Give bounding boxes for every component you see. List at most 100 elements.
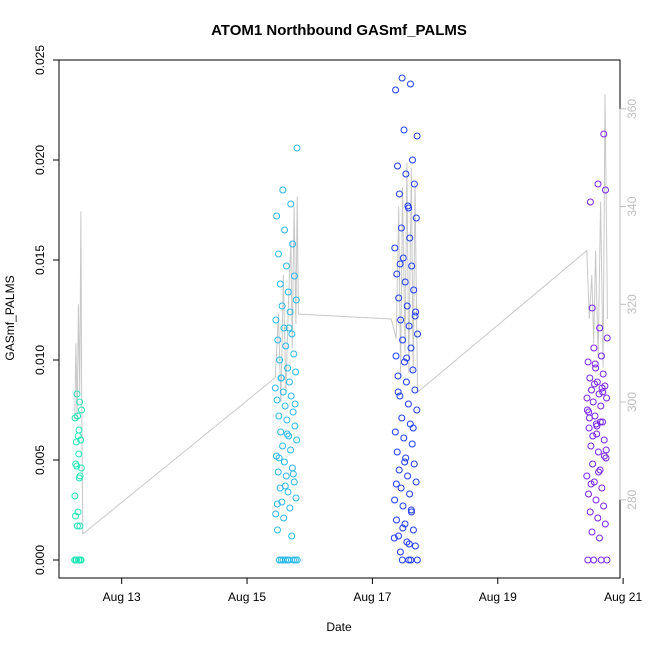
data-point <box>413 132 421 140</box>
data-point <box>293 436 301 444</box>
data-point <box>402 454 410 462</box>
data-point <box>280 514 288 522</box>
data-point <box>595 390 603 398</box>
data-point <box>407 80 414 88</box>
data-point <box>595 468 603 476</box>
data-point <box>273 396 281 404</box>
data-point <box>395 532 402 540</box>
data-point <box>402 170 410 178</box>
data-point <box>411 312 419 320</box>
data-point <box>400 126 408 134</box>
data-point <box>600 502 608 510</box>
data-point <box>403 354 411 362</box>
data-point <box>403 302 411 310</box>
data-point <box>593 422 601 430</box>
data-point <box>272 510 280 518</box>
data-point <box>292 296 300 304</box>
data-point <box>275 454 283 462</box>
data-point <box>276 356 284 364</box>
data-point <box>72 438 80 446</box>
y-tick-label: 0.025 <box>33 45 47 75</box>
data-point <box>392 352 400 360</box>
data-point <box>588 386 595 394</box>
data-point <box>599 418 606 426</box>
data-point <box>600 130 608 138</box>
data-point <box>401 520 409 528</box>
data-point <box>291 556 299 564</box>
data-point <box>391 428 399 436</box>
data-point <box>396 548 404 556</box>
data-point <box>589 398 597 406</box>
data-point <box>412 478 420 486</box>
y2-tick-label: 340 <box>625 196 639 216</box>
data-point <box>400 434 408 442</box>
data-point <box>401 278 409 286</box>
data-point <box>285 432 293 440</box>
data-point <box>393 270 401 278</box>
data-point <box>286 308 294 316</box>
data-point <box>586 198 594 206</box>
data-point <box>600 452 608 460</box>
data-point <box>281 402 289 410</box>
data-point <box>597 352 605 360</box>
data-point <box>588 304 596 312</box>
y-tick-label: 0.010 <box>33 345 47 375</box>
data-point <box>409 526 417 534</box>
data-point <box>587 442 595 450</box>
data-point <box>287 446 295 454</box>
data-point <box>599 370 607 378</box>
data-point <box>584 358 592 366</box>
data-point <box>278 498 286 506</box>
data-point <box>77 556 84 564</box>
data-point <box>404 472 412 480</box>
data-point <box>72 460 80 468</box>
y-tick-label: 0.020 <box>33 145 47 175</box>
data-point <box>412 214 420 222</box>
data-point <box>285 378 293 386</box>
data-point <box>409 156 416 164</box>
data-point <box>594 448 602 456</box>
x-axis-label: Date <box>326 620 352 634</box>
data-point <box>396 260 404 268</box>
y-axis-label: GASmf_PALMS <box>3 275 17 360</box>
data-point <box>399 524 407 532</box>
data-point <box>279 388 287 396</box>
data-point <box>390 534 398 542</box>
y2-tick-label: 320 <box>625 294 639 314</box>
data-point <box>588 528 596 536</box>
data-point <box>291 400 299 408</box>
data-point <box>290 556 297 564</box>
data-point <box>292 494 300 502</box>
data-point <box>282 342 290 350</box>
y2-tick-label: 360 <box>625 99 639 119</box>
data-point <box>281 482 289 490</box>
data-point <box>405 556 413 564</box>
data-point <box>76 398 84 406</box>
data-point <box>598 484 606 492</box>
data-point <box>286 504 294 512</box>
data-point <box>278 302 286 310</box>
data-point <box>290 272 298 280</box>
data-point <box>586 508 594 516</box>
data-point <box>397 316 405 324</box>
data-point <box>395 190 403 198</box>
data-point <box>285 324 293 332</box>
data-point <box>598 384 606 392</box>
data-point <box>405 322 413 330</box>
data-point <box>75 426 83 434</box>
data-point <box>585 414 593 422</box>
data-point <box>408 440 416 448</box>
data-point <box>76 522 84 530</box>
data-point <box>603 394 611 402</box>
data-point <box>594 180 602 188</box>
data-point <box>591 380 598 388</box>
data-point <box>398 414 406 422</box>
data-point <box>596 324 604 332</box>
x-tick-label: Aug 19 <box>479 590 517 604</box>
data-point <box>392 480 400 488</box>
data-point <box>394 372 402 380</box>
y-tick-label: 0.000 <box>33 545 47 575</box>
data-point <box>406 490 414 498</box>
